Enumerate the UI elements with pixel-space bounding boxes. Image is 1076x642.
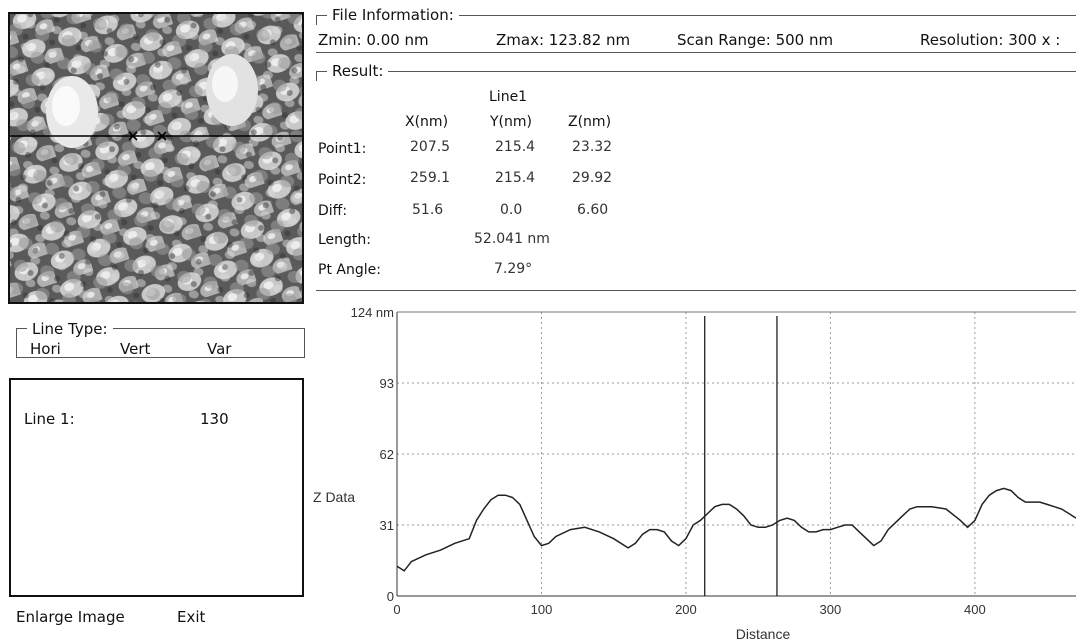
y-tick-label: 0: [387, 589, 394, 604]
line-type-option-hori[interactable]: Hori: [30, 340, 61, 358]
line-list-label: Line 1:: [24, 410, 75, 428]
result-group: [316, 71, 1076, 73]
length-label: Length:: [318, 232, 372, 248]
y-tick-label: 62: [380, 447, 394, 462]
result-legend: Result:: [327, 62, 389, 80]
col-header-y: Y(nm): [490, 114, 532, 130]
point2-x: 259.1: [410, 170, 451, 186]
diff-y: 0.0: [500, 202, 523, 218]
point1-y: 215.4: [495, 139, 536, 155]
col-header-x: X(nm): [405, 114, 449, 130]
z-profile-chart[interactable]: 0 31 62 93 124 nm 0 100 200 300 400 Distance Z Da…: [300, 300, 1076, 642]
resolution-readout: Resolution: 300 x :: [920, 31, 1061, 49]
row-label-point2: Point2:: [318, 172, 367, 188]
afm-surface-texture: [10, 14, 302, 302]
x-tick-label: 300: [820, 602, 842, 617]
z-profile-series-line: [396, 487, 1076, 572]
length-value: 52.041 nm: [474, 231, 550, 247]
afm-height-image[interactable]: [8, 12, 304, 304]
y-axis-label: Z Data: [313, 489, 355, 505]
diff-z: 6.60: [577, 202, 609, 218]
y-tick-label: 31: [380, 518, 394, 533]
scan-range-readout: Scan Range: 500 nm: [677, 31, 834, 49]
line-type-legend: Line Type:: [27, 320, 113, 338]
x-tick-label: 100: [531, 602, 553, 617]
zmax-readout: Zmax: 123.82 nm: [496, 31, 631, 49]
line-list-box[interactable]: [9, 378, 304, 597]
line-list-value: 130: [200, 410, 229, 428]
point1-z: 23.32: [572, 139, 613, 155]
angle-value: 7.29°: [494, 261, 533, 277]
row-label-point1: Point1:: [318, 141, 367, 157]
y-tick-label: 93: [380, 376, 394, 391]
marker-point2-icon[interactable]: [157, 131, 167, 141]
zmin-readout: Zmin: 0.00 nm: [318, 31, 429, 49]
y-tick-label: 124 nm: [351, 305, 394, 320]
line-type-option-var[interactable]: Var: [207, 340, 232, 358]
file-info-group: [316, 15, 1076, 17]
chart-grid: [397, 312, 1076, 596]
line-type-option-vert[interactable]: Vert: [120, 340, 151, 358]
line-header: Line1: [489, 89, 528, 105]
enlarge-image-button[interactable]: Enlarge Image: [16, 608, 125, 626]
line-type-group: [16, 328, 305, 358]
row-label-diff: Diff:: [318, 203, 348, 219]
file-info-legend: File Information:: [327, 6, 459, 24]
angle-label: Pt Angle:: [318, 262, 381, 278]
point2-z: 29.92: [572, 170, 613, 186]
point2-y: 215.4: [495, 170, 536, 186]
diff-x: 51.6: [412, 202, 444, 218]
col-header-z: Z(nm): [568, 114, 612, 130]
exit-button[interactable]: Exit: [177, 608, 206, 626]
x-axis-label: Distance: [736, 626, 791, 642]
point1-x: 207.5: [410, 139, 451, 155]
marker-point1-icon[interactable]: [128, 131, 138, 141]
x-tick-label: 200: [675, 602, 697, 617]
x-tick-label: 400: [964, 602, 986, 617]
x-tick-label: 0: [393, 602, 400, 617]
